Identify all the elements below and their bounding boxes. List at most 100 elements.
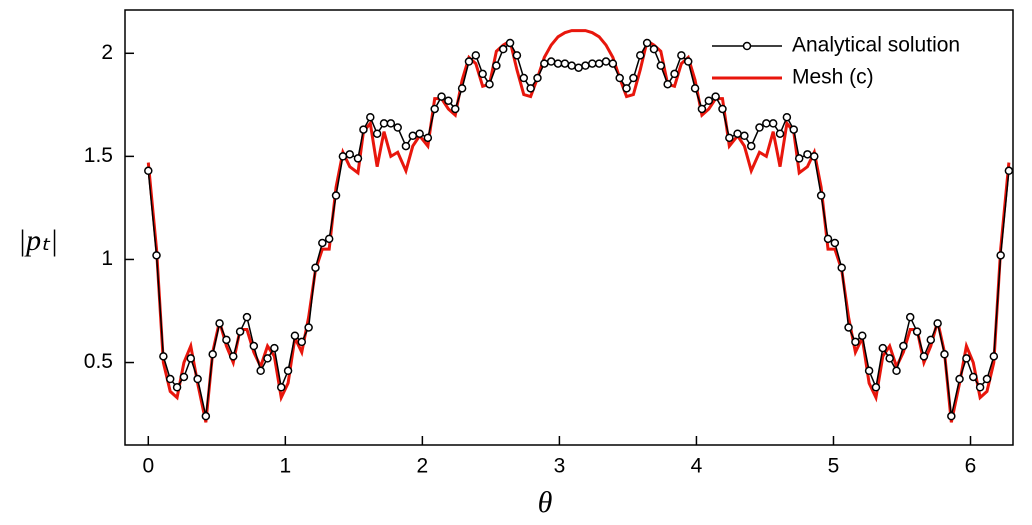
data-point <box>276 383 286 392</box>
data-point <box>304 323 313 332</box>
y-tick-label: 2 <box>101 41 113 64</box>
data-point <box>208 350 217 359</box>
y-tick-label: 1 <box>101 247 113 270</box>
data-point <box>290 331 300 340</box>
data-point <box>186 354 196 363</box>
data-point <box>711 92 720 101</box>
data-point <box>656 61 666 70</box>
data-point <box>567 61 576 70</box>
legend-label: Analytical solution <box>792 34 960 57</box>
data-point <box>989 352 999 361</box>
data-point <box>318 238 327 248</box>
data-point <box>471 51 481 60</box>
series-line <box>147 41 1010 417</box>
y-tick-label: 1.5 <box>84 144 113 167</box>
data-point <box>670 69 679 79</box>
data-point <box>955 374 964 384</box>
data-point <box>393 123 402 132</box>
data-point <box>386 119 396 128</box>
data-point <box>969 372 978 382</box>
data-point <box>444 96 453 105</box>
data-point <box>193 374 202 384</box>
data-point <box>878 343 888 353</box>
data-point <box>962 354 971 363</box>
x-tick-label: 3 <box>554 455 566 478</box>
data-point <box>851 337 860 347</box>
data-point <box>768 119 778 128</box>
data-point <box>408 131 418 141</box>
data-point <box>864 366 874 376</box>
data-point <box>704 96 714 105</box>
data-point <box>733 129 742 138</box>
data-point <box>919 352 929 361</box>
x-tick-label: 6 <box>965 455 977 478</box>
data-point <box>690 84 700 93</box>
data-point <box>492 61 501 70</box>
data-point <box>505 38 515 48</box>
data-point <box>871 383 881 392</box>
x-tick-label: 5 <box>828 455 840 478</box>
data-point <box>601 57 611 66</box>
data-point <box>201 411 211 421</box>
data-point <box>581 61 590 70</box>
data-point <box>940 350 949 359</box>
data-point <box>338 152 348 161</box>
data-point <box>498 44 508 54</box>
legend-label: Mesh (c) <box>792 66 874 89</box>
data-point <box>478 69 487 79</box>
data-point <box>485 79 494 89</box>
data-point <box>892 366 901 376</box>
data-point <box>663 79 672 89</box>
data-point <box>830 238 840 248</box>
y-tick-label: 0.5 <box>84 350 113 373</box>
data-point <box>810 152 819 161</box>
data-point <box>372 129 382 138</box>
data-point <box>235 327 245 336</box>
data-point <box>885 354 894 363</box>
data-point <box>996 251 1005 260</box>
data-point <box>899 341 908 351</box>
data-point <box>629 73 638 83</box>
data-point <box>519 73 529 83</box>
data-point <box>588 59 597 68</box>
data-point <box>594 59 604 68</box>
data-point <box>512 51 522 60</box>
data-point <box>379 119 389 128</box>
data-point <box>803 150 812 159</box>
plot-frame <box>124 9 1014 446</box>
data-point <box>697 104 707 114</box>
data-point <box>636 51 645 60</box>
data-point <box>215 319 224 328</box>
x-axis-label: θ <box>538 486 553 519</box>
y-axis-label: |pₜ| <box>18 224 58 257</box>
data-point <box>926 335 936 345</box>
data-point <box>144 166 153 176</box>
data-point <box>297 337 307 347</box>
data-point <box>837 263 846 272</box>
data-point <box>615 73 624 83</box>
data-point <box>858 331 867 340</box>
data-point <box>437 92 446 101</box>
data-point <box>457 84 467 93</box>
data-point <box>179 372 189 382</box>
data-point <box>249 341 259 351</box>
data-point <box>794 154 804 163</box>
data-point <box>683 57 693 66</box>
data-point <box>546 57 556 66</box>
data-point <box>540 59 549 68</box>
data-point <box>159 352 168 361</box>
x-tick-label: 0 <box>142 455 154 478</box>
data-point <box>642 38 652 48</box>
data-point <box>933 319 942 328</box>
data-point <box>755 123 764 132</box>
data-point <box>905 312 915 322</box>
data-point <box>649 44 659 54</box>
data-point <box>574 63 583 72</box>
data-point <box>816 191 826 200</box>
data-point <box>401 141 411 151</box>
data-point <box>762 119 771 128</box>
data-point <box>533 73 542 83</box>
data-point <box>844 323 853 332</box>
x-tick-label: 2 <box>417 455 429 478</box>
data-point <box>947 411 956 421</box>
